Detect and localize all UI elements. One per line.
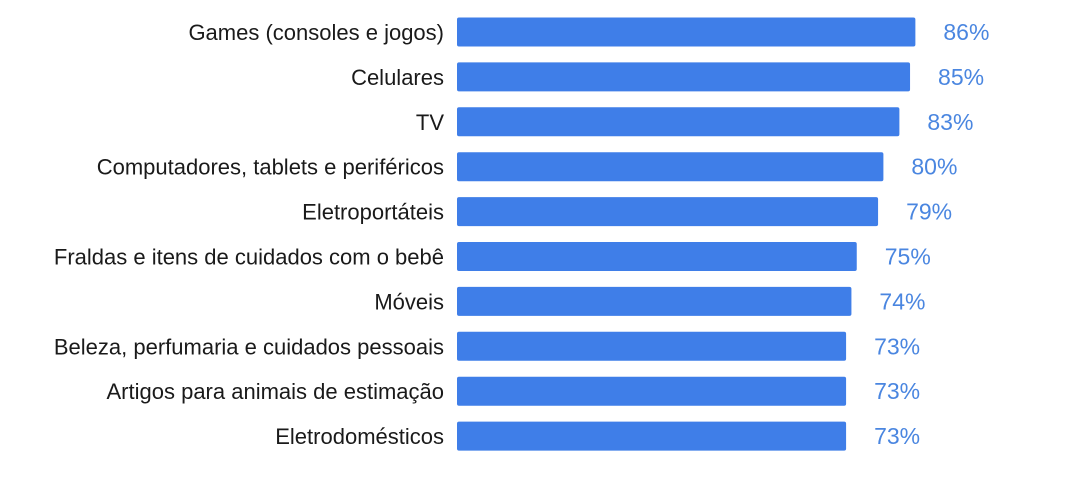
bar — [457, 421, 847, 451]
category-label: Móveis — [374, 289, 444, 314]
bar — [457, 286, 852, 316]
category-label: Beleza, perfumaria e cuidados pessoais — [54, 334, 444, 359]
bar-row: TV 83% — [416, 107, 973, 137]
category-label: TV — [416, 110, 444, 135]
value-label: 73% — [874, 333, 920, 359]
bar — [457, 376, 847, 406]
bar-row: Eletrodomésticos 73% — [275, 421, 920, 451]
category-label: Fraldas e itens de cuidados com o bebê — [54, 245, 444, 270]
value-label: 83% — [927, 109, 973, 135]
category-label: Artigos para animais de estimação — [107, 379, 445, 404]
bar-row: Games (consoles e jogos) 86% — [188, 17, 989, 47]
value-label: 79% — [906, 199, 952, 225]
value-label: 73% — [874, 378, 920, 404]
value-label: 75% — [885, 244, 931, 270]
bar-row: Celulares 85% — [351, 62, 984, 92]
value-label: 73% — [874, 423, 920, 449]
bar-row: Móveis 74% — [374, 286, 925, 316]
bar-row: Artigos para animais de estimação 73% — [107, 376, 920, 406]
category-label: Computadores, tablets e periféricos — [97, 155, 444, 180]
category-label: Celulares — [351, 65, 444, 90]
bar-row: Beleza, perfumaria e cuidados pessoais 73… — [54, 331, 920, 361]
bar — [457, 107, 900, 137]
value-label: 74% — [879, 288, 925, 314]
bar-row: Computadores, tablets e periféricos 80% — [97, 152, 957, 182]
bar — [457, 242, 857, 271]
bar — [457, 152, 884, 182]
category-label: Games (consoles e jogos) — [188, 20, 444, 45]
bar-row: Eletroportáteis 79% — [302, 197, 952, 227]
category-label: Eletrodomésticos — [275, 424, 444, 449]
bar — [457, 197, 879, 227]
value-label: 86% — [943, 19, 989, 45]
bar — [457, 17, 916, 47]
bar-row: Fraldas e itens de cuidados com o bebê 75… — [54, 242, 931, 271]
bar — [457, 62, 911, 92]
value-label: 80% — [911, 154, 957, 180]
category-label: Eletroportáteis — [302, 200, 444, 225]
bar — [457, 331, 847, 361]
value-label: 85% — [938, 64, 984, 90]
